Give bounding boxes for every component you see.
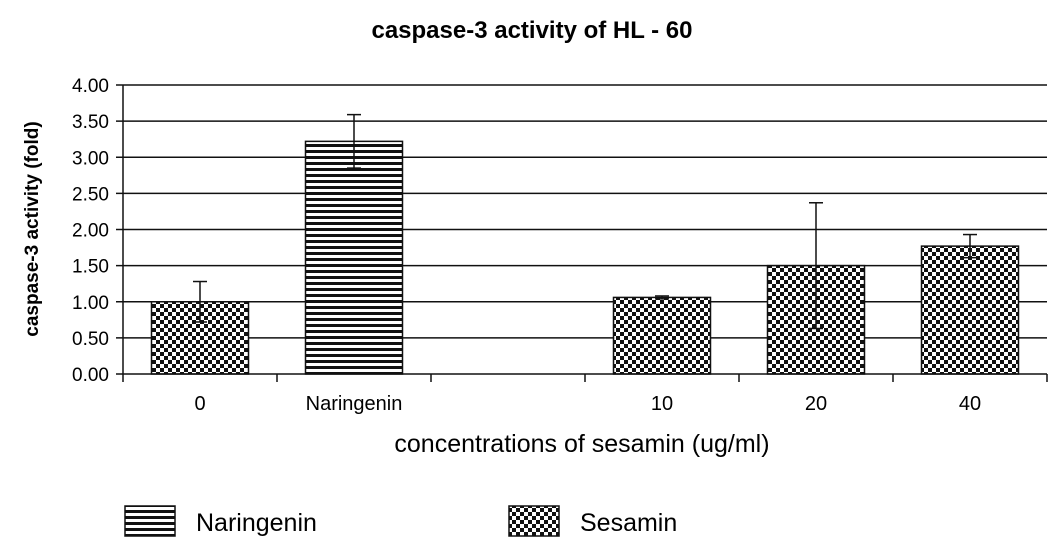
legend-label-sesamin: Sesamin: [580, 509, 677, 537]
gridlines: [123, 84, 1047, 339]
y-tick-label: 1.00: [72, 293, 109, 314]
y-tick-labels: 0.00 0.50 1.00 1.50 2.00 2.50 3.00 3.50 4.00: [72, 76, 109, 386]
error-bar: [193, 280, 207, 323]
y-axis-label: caspase-3 activity (fold): [22, 121, 43, 336]
x-tick-labels: 0 Naringenin 10 20 40: [194, 393, 981, 415]
y-tick-label: 2.00: [72, 221, 109, 242]
x-axis-label: concentrations of sesamin (ug/ml): [394, 430, 769, 458]
y-tick-label: 4.00: [72, 76, 109, 97]
legend-swatch-naringenin: [124, 505, 176, 537]
y-tick-label: 2.50: [72, 184, 109, 205]
bars: [150, 140, 1020, 375]
error-bar: [655, 295, 669, 300]
error-bar: [963, 233, 977, 259]
y-tick-label: 1.50: [72, 257, 109, 278]
error-bars: [193, 113, 977, 330]
x-tick-label: 40: [959, 393, 981, 415]
legend: Naringenin Sesamin: [124, 505, 677, 537]
y-tick-label: 3.00: [72, 148, 109, 169]
x-tick-label: Naringenin: [306, 393, 403, 415]
y-tick-label: 3.50: [72, 112, 109, 133]
bar-naringenin-Naringenin: [304, 140, 404, 375]
error-bar: [809, 202, 823, 330]
y-tick-label: 0.00: [72, 365, 109, 386]
error-bar: [347, 113, 361, 169]
bar-sesamin-40: [920, 245, 1020, 375]
legend-label-naringenin: Naringenin: [196, 509, 317, 537]
x-tick-label: 10: [651, 393, 673, 415]
x-tick-label: 0: [194, 393, 205, 415]
legend-swatch-sesamin: [508, 505, 560, 537]
axes: [116, 84, 1048, 382]
bar-sesamin-10: [612, 296, 712, 375]
y-tick-label: 0.50: [72, 329, 109, 350]
x-tick-label: 20: [805, 393, 827, 415]
chart-title: caspase-3 activity of HL - 60: [371, 17, 692, 44]
